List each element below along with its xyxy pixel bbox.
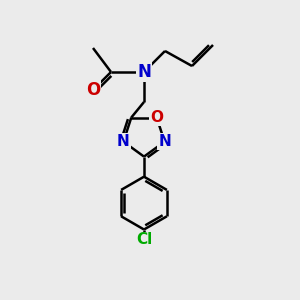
Text: N: N bbox=[117, 134, 130, 149]
Text: Cl: Cl bbox=[136, 232, 152, 247]
Text: O: O bbox=[86, 81, 100, 99]
Text: O: O bbox=[150, 110, 163, 125]
Text: N: N bbox=[158, 134, 171, 149]
Text: N: N bbox=[137, 63, 151, 81]
